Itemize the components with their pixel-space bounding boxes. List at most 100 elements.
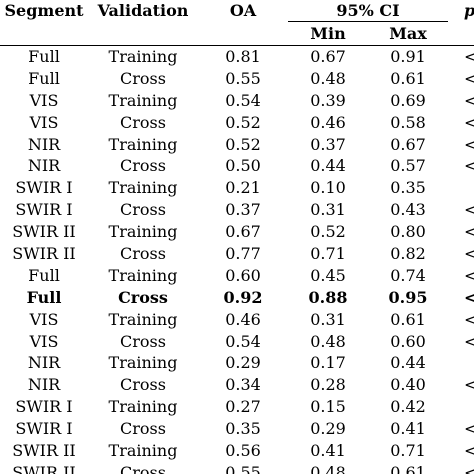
cell-validation: Training xyxy=(108,309,178,329)
cell-ci-max: 0.60 xyxy=(390,331,426,351)
table-row: SWIR I Cross 0.37 0.31 0.43 < xyxy=(0,199,474,221)
cell-validation: Cross xyxy=(120,331,166,351)
header-blank xyxy=(88,21,198,46)
cell-validation: Cross xyxy=(120,243,166,263)
cell-ci-max: 0.61 xyxy=(390,68,426,88)
cell-ci-min: 0.48 xyxy=(310,462,346,474)
cell-ci-max: 0.61 xyxy=(390,462,426,474)
cell-oa: 0.21 xyxy=(225,178,261,198)
cell-ci-max: 0.57 xyxy=(390,156,426,176)
cell-ci-min: 0.52 xyxy=(310,222,346,242)
cell-oa: 0.55 xyxy=(225,68,261,88)
cell-ci-max: 0.82 xyxy=(390,243,426,263)
cell-ci-max: 0.41 xyxy=(390,419,426,439)
cell-segment: NIR xyxy=(27,353,61,373)
cell-p-value: < xyxy=(464,68,474,88)
cell-segment: NIR xyxy=(27,134,61,154)
cell-validation: Training xyxy=(108,265,178,285)
cell-ci-max: 0.74 xyxy=(390,265,426,285)
cell-ci-min: 0.39 xyxy=(310,90,346,110)
cell-validation: Training xyxy=(108,397,178,417)
cell-validation: Training xyxy=(108,134,178,154)
cell-ci-min: 0.28 xyxy=(310,375,346,395)
table-row: VIS Training 0.54 0.39 0.69 < xyxy=(0,90,474,112)
cell-segment: VIS xyxy=(29,331,59,351)
cell-p-value: < xyxy=(464,134,474,154)
table-row: Full Cross 0.55 0.48 0.61 < xyxy=(0,68,474,90)
cell-validation: Cross xyxy=(120,375,166,395)
table-row: SWIR II Cross 0.55 0.48 0.61 < xyxy=(0,462,474,474)
cell-oa: 0.29 xyxy=(225,353,261,373)
cell-p-value: < xyxy=(464,462,474,474)
table-row: SWIR I Training 0.21 0.10 0.35 xyxy=(0,177,474,199)
cell-segment: VIS xyxy=(29,112,59,132)
header-blank xyxy=(448,21,474,46)
cell-ci-max: 0.58 xyxy=(390,112,426,132)
cell-ci-min: 0.41 xyxy=(310,440,346,460)
cell-ci-min: 0.29 xyxy=(310,419,346,439)
cell-p-value: < xyxy=(464,265,474,285)
cell-oa: 0.67 xyxy=(225,222,261,242)
table-row: SWIR I Cross 0.35 0.29 0.41 < xyxy=(0,418,474,440)
header-row-sub: Min Max xyxy=(0,21,474,46)
table-row: NIR Cross 0.34 0.28 0.40 < xyxy=(0,374,474,396)
cell-ci-max: 0.61 xyxy=(390,309,426,329)
cell-p-value: < xyxy=(464,309,474,329)
cell-validation: Cross xyxy=(120,200,166,220)
table-row: VIS Cross 0.52 0.46 0.58 < xyxy=(0,112,474,134)
header-blank xyxy=(198,21,288,46)
cell-segment: SWIR II xyxy=(12,243,76,263)
cell-p-value: < xyxy=(464,90,474,110)
table-row: VIS Training 0.46 0.31 0.61 < xyxy=(0,309,474,331)
table-body: Full Training 0.81 0.67 0.91 < Full Cross 0.55 0.… xyxy=(0,46,474,474)
table-row: NIR Training 0.29 0.17 0.44 xyxy=(0,352,474,374)
cell-oa: 0.46 xyxy=(225,309,261,329)
cell-segment: NIR xyxy=(27,156,61,176)
cell-ci-max: 0.42 xyxy=(390,397,426,417)
table-row: Full Training 0.60 0.45 0.74 < xyxy=(0,265,474,287)
cell-ci-min: 0.15 xyxy=(310,397,346,417)
table-row: SWIR II Training 0.67 0.52 0.80 < xyxy=(0,221,474,243)
cell-oa: 0.56 xyxy=(225,440,261,460)
cell-oa: 0.81 xyxy=(225,46,261,66)
header-p-value: p- xyxy=(448,0,474,22)
cell-oa: 0.77 xyxy=(225,243,261,263)
cell-validation: Training xyxy=(108,353,178,373)
cell-oa: 0.54 xyxy=(225,331,261,351)
cell-oa: 0.34 xyxy=(225,375,261,395)
cell-oa: 0.27 xyxy=(225,397,261,417)
cell-validation: Cross xyxy=(120,462,166,474)
cell-validation: Cross xyxy=(120,112,166,132)
cell-segment: SWIR II xyxy=(12,462,76,474)
cell-segment: Full xyxy=(28,68,60,88)
header-segment: Segment xyxy=(4,0,84,20)
cell-ci-min: 0.10 xyxy=(310,178,346,198)
cell-p-value: < xyxy=(464,156,474,176)
header-validation: Validation xyxy=(97,0,189,20)
table-row: SWIR II Training 0.56 0.41 0.71 < xyxy=(0,440,474,462)
cell-validation: Training xyxy=(108,222,178,242)
cell-ci-max: 0.91 xyxy=(390,46,426,66)
cell-oa: 0.35 xyxy=(225,419,261,439)
cell-validation: Training xyxy=(108,178,178,198)
cell-p-value: < xyxy=(464,222,474,242)
cell-ci-min: 0.37 xyxy=(310,134,346,154)
header-ci: 95% CI xyxy=(288,0,449,22)
cell-oa: 0.50 xyxy=(225,156,261,176)
cell-segment: SWIR I xyxy=(15,200,73,220)
table-row: SWIR II Cross 0.77 0.71 0.82 < xyxy=(0,243,474,265)
cell-p-value: < xyxy=(464,331,474,351)
cell-segment: Full xyxy=(26,287,62,307)
cell-ci-max: 0.71 xyxy=(390,440,426,460)
cell-segment: SWIR I xyxy=(15,397,73,417)
cell-p-value: < xyxy=(464,112,474,132)
cell-validation: Cross xyxy=(120,156,166,176)
cell-validation: Cross xyxy=(118,287,168,307)
cell-segment: SWIR I xyxy=(15,419,73,439)
cell-p-value xyxy=(448,396,474,418)
cell-ci-min: 0.48 xyxy=(310,68,346,88)
cell-ci-min: 0.44 xyxy=(310,156,346,176)
table-row: NIR Training 0.52 0.37 0.67 < xyxy=(0,134,474,156)
cell-segment: SWIR I xyxy=(15,178,73,198)
